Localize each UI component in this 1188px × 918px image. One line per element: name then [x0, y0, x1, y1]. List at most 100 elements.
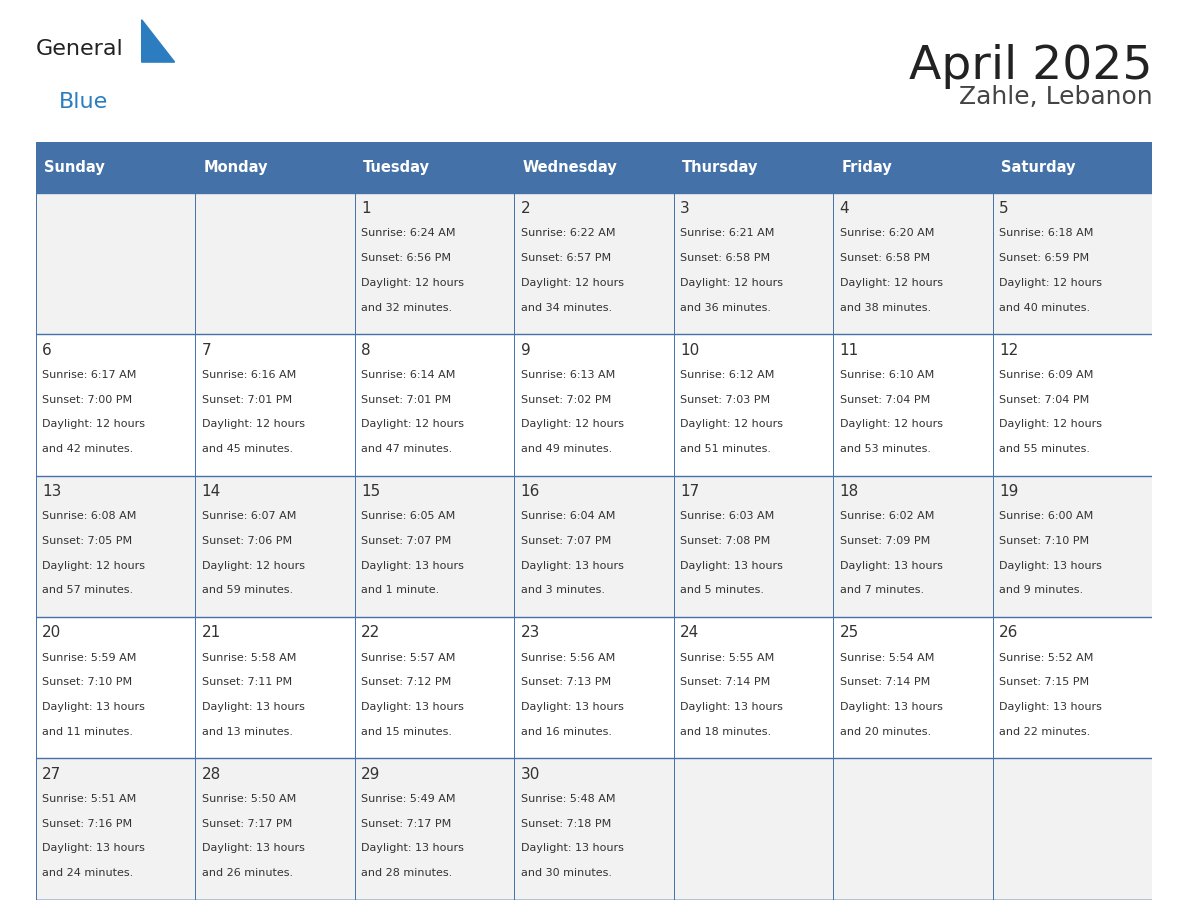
Text: Daylight: 13 hours: Daylight: 13 hours [42, 844, 145, 854]
Text: Daylight: 13 hours: Daylight: 13 hours [42, 702, 145, 712]
Text: Daylight: 13 hours: Daylight: 13 hours [840, 561, 942, 571]
Bar [36, 476, 195, 617]
Text: Sunset: 6:57 PM: Sunset: 6:57 PM [520, 253, 611, 263]
Bar [833, 758, 993, 900]
Text: 18: 18 [840, 484, 859, 499]
Text: Sunset: 7:08 PM: Sunset: 7:08 PM [681, 536, 770, 546]
Text: 20: 20 [42, 625, 62, 641]
Text: 27: 27 [42, 767, 62, 782]
Bar [195, 617, 355, 758]
Bar [833, 142, 993, 193]
Bar [833, 334, 993, 476]
Text: Daylight: 13 hours: Daylight: 13 hours [361, 844, 465, 854]
Text: Sunset: 7:04 PM: Sunset: 7:04 PM [840, 395, 930, 405]
Text: 16: 16 [520, 484, 541, 499]
Text: Daylight: 12 hours: Daylight: 12 hours [681, 420, 783, 430]
Text: 5: 5 [999, 201, 1009, 217]
Text: and 13 minutes.: and 13 minutes. [202, 727, 292, 737]
Text: Daylight: 12 hours: Daylight: 12 hours [520, 420, 624, 430]
Text: Sunrise: 5:54 AM: Sunrise: 5:54 AM [840, 653, 934, 663]
Text: Saturday: Saturday [1000, 160, 1075, 175]
Text: Sunrise: 6:17 AM: Sunrise: 6:17 AM [42, 370, 137, 380]
Text: Sunset: 7:01 PM: Sunset: 7:01 PM [202, 395, 292, 405]
Bar [355, 142, 514, 193]
Text: and 42 minutes.: and 42 minutes. [42, 444, 133, 454]
Text: Sunrise: 5:59 AM: Sunrise: 5:59 AM [42, 653, 137, 663]
Text: and 7 minutes.: and 7 minutes. [840, 586, 924, 596]
Text: 11: 11 [840, 342, 859, 358]
Text: Zahle, Lebanon: Zahle, Lebanon [959, 85, 1152, 109]
Text: Sunrise: 5:50 AM: Sunrise: 5:50 AM [202, 794, 296, 804]
Text: Sunset: 7:07 PM: Sunset: 7:07 PM [520, 536, 611, 546]
Text: 22: 22 [361, 625, 380, 641]
Text: Sunrise: 6:12 AM: Sunrise: 6:12 AM [681, 370, 775, 380]
Text: and 38 minutes.: and 38 minutes. [840, 303, 931, 313]
Bar [195, 476, 355, 617]
Text: Sunrise: 5:58 AM: Sunrise: 5:58 AM [202, 653, 296, 663]
Text: Daylight: 13 hours: Daylight: 13 hours [202, 844, 304, 854]
Text: Sunrise: 6:08 AM: Sunrise: 6:08 AM [42, 511, 137, 521]
Text: and 3 minutes.: and 3 minutes. [520, 586, 605, 596]
Bar [833, 476, 993, 617]
Bar [993, 193, 1152, 334]
Bar [195, 142, 355, 193]
Bar [674, 617, 833, 758]
Text: Daylight: 12 hours: Daylight: 12 hours [202, 561, 304, 571]
Text: Daylight: 13 hours: Daylight: 13 hours [681, 561, 783, 571]
Bar [36, 193, 195, 334]
Text: and 5 minutes.: and 5 minutes. [681, 586, 764, 596]
Bar [355, 617, 514, 758]
Bar [993, 758, 1152, 900]
Text: and 55 minutes.: and 55 minutes. [999, 444, 1091, 454]
Text: Daylight: 13 hours: Daylight: 13 hours [520, 702, 624, 712]
Text: Sunset: 7:17 PM: Sunset: 7:17 PM [202, 819, 292, 829]
Text: Sunrise: 6:10 AM: Sunrise: 6:10 AM [840, 370, 934, 380]
Bar [674, 758, 833, 900]
Bar [514, 193, 674, 334]
Text: and 34 minutes.: and 34 minutes. [520, 303, 612, 313]
Text: Sunrise: 6:02 AM: Sunrise: 6:02 AM [840, 511, 934, 521]
Text: Daylight: 12 hours: Daylight: 12 hours [361, 420, 465, 430]
Text: Sunrise: 6:00 AM: Sunrise: 6:00 AM [999, 511, 1093, 521]
Text: Daylight: 12 hours: Daylight: 12 hours [840, 420, 943, 430]
Text: Daylight: 12 hours: Daylight: 12 hours [42, 561, 145, 571]
Text: 4: 4 [840, 201, 849, 217]
Bar [674, 476, 833, 617]
Bar [355, 334, 514, 476]
Bar [355, 476, 514, 617]
Bar [355, 193, 514, 334]
Text: and 49 minutes.: and 49 minutes. [520, 444, 612, 454]
Bar [833, 617, 993, 758]
Bar [36, 758, 195, 900]
Text: Daylight: 12 hours: Daylight: 12 hours [520, 278, 624, 288]
Text: Sunset: 7:00 PM: Sunset: 7:00 PM [42, 395, 132, 405]
Text: and 28 minutes.: and 28 minutes. [361, 868, 453, 879]
Text: Sunset: 7:09 PM: Sunset: 7:09 PM [840, 536, 930, 546]
Bar [36, 617, 195, 758]
Bar [993, 142, 1152, 193]
Text: and 16 minutes.: and 16 minutes. [520, 727, 612, 737]
Text: Sunset: 7:15 PM: Sunset: 7:15 PM [999, 677, 1089, 688]
Text: Thursday: Thursday [682, 160, 758, 175]
Text: and 40 minutes.: and 40 minutes. [999, 303, 1091, 313]
Text: 19: 19 [999, 484, 1018, 499]
Text: Sunrise: 6:21 AM: Sunrise: 6:21 AM [681, 229, 775, 239]
Text: Sunrise: 6:03 AM: Sunrise: 6:03 AM [681, 511, 775, 521]
Text: 2: 2 [520, 201, 530, 217]
Text: and 11 minutes.: and 11 minutes. [42, 727, 133, 737]
Text: Sunrise: 5:52 AM: Sunrise: 5:52 AM [999, 653, 1094, 663]
Bar [355, 758, 514, 900]
Text: 24: 24 [681, 625, 700, 641]
Bar [674, 193, 833, 334]
Text: Sunset: 6:58 PM: Sunset: 6:58 PM [681, 253, 770, 263]
Text: Sunrise: 6:07 AM: Sunrise: 6:07 AM [202, 511, 296, 521]
Text: 17: 17 [681, 484, 700, 499]
Text: Sunset: 7:16 PM: Sunset: 7:16 PM [42, 819, 132, 829]
Text: Sunset: 7:06 PM: Sunset: 7:06 PM [202, 536, 292, 546]
Bar [514, 617, 674, 758]
Text: Daylight: 13 hours: Daylight: 13 hours [681, 702, 783, 712]
Text: Sunrise: 5:48 AM: Sunrise: 5:48 AM [520, 794, 615, 804]
Text: April 2025: April 2025 [909, 43, 1152, 89]
Text: Daylight: 13 hours: Daylight: 13 hours [999, 561, 1102, 571]
Text: Sunrise: 6:16 AM: Sunrise: 6:16 AM [202, 370, 296, 380]
